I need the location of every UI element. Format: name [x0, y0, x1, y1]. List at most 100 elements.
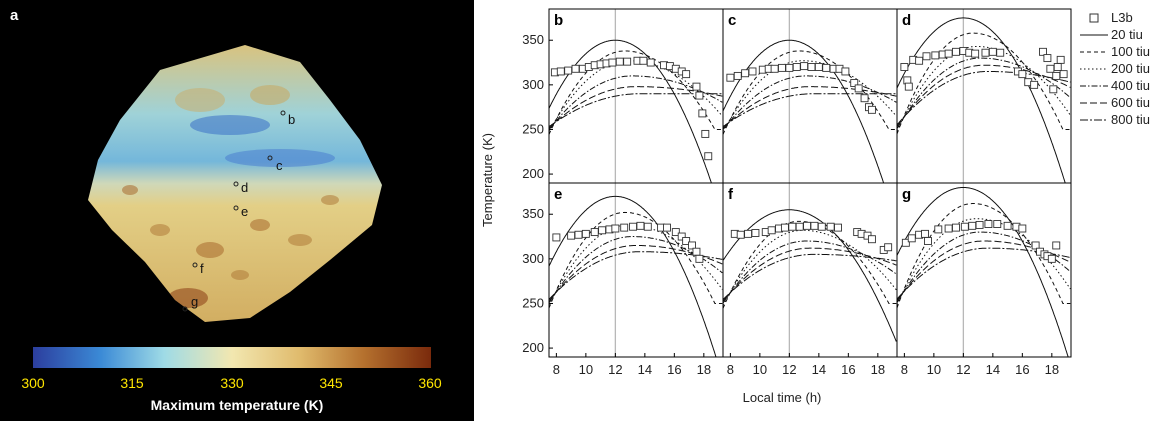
observation-point: [704, 152, 713, 161]
observation-point: [629, 222, 638, 231]
panel-label-a: a: [10, 7, 19, 24]
observation-point: [620, 223, 629, 232]
point-label-d: d: [241, 180, 248, 195]
x-tick-label: 12: [782, 362, 796, 377]
x-tick-label: 8: [553, 362, 560, 377]
colorbar-tick: 315: [120, 375, 144, 391]
observation-point: [915, 56, 924, 65]
point-label-g: g: [191, 294, 198, 309]
point-label-c: c: [276, 158, 283, 173]
model-curve-800-tiu: [723, 93, 897, 128]
temperature-curves-chart: b c d e f g 200 250 300 350 8 10 12 14 16 18 200 250 300 3…: [480, 8, 1150, 405]
colorbar-tick: 360: [418, 375, 442, 391]
observation-point: [780, 223, 789, 232]
y-tick-label: 300: [522, 77, 544, 92]
x-tick-label: 18: [697, 362, 711, 377]
observation-point: [636, 221, 645, 230]
model-curve-200-tiu: [723, 229, 897, 306]
point-marker-g: [182, 306, 188, 312]
observation-point: [1039, 47, 1047, 56]
observation-point: [646, 58, 655, 67]
observation-point: [701, 129, 710, 138]
colorbar-tick: 300: [21, 375, 45, 391]
observation-point: [770, 64, 779, 73]
observation-point: [792, 63, 801, 71]
observation-point: [884, 243, 893, 252]
observation-point: [952, 47, 960, 56]
observation-point: [567, 231, 576, 240]
observation-point: [1052, 71, 1061, 80]
observation-point: [867, 105, 876, 114]
observation-point: [931, 51, 940, 60]
observation-point: [922, 52, 931, 61]
colorbar-label: Maximum temperature (K): [151, 397, 324, 413]
legend-entry: 20 tiu: [1080, 27, 1143, 42]
point-marker-b: [280, 110, 286, 116]
observation-point: [841, 67, 850, 76]
observation-point: [924, 237, 932, 245]
legend-label: 200 tiu: [1111, 61, 1150, 76]
observation-point: [993, 220, 1002, 228]
observation-point: [834, 223, 842, 232]
observation-point: [623, 57, 632, 66]
observation-point: [581, 229, 590, 238]
observation-point: [901, 238, 910, 247]
model-curve-800-tiu: [897, 71, 1071, 126]
observation-point: [788, 222, 797, 231]
observation-point: [611, 224, 620, 233]
observation-point: [1030, 80, 1039, 89]
observation-point: [1052, 241, 1061, 250]
observation-point: [564, 66, 573, 75]
observation-point: [854, 84, 863, 93]
x-tick-label: 8: [901, 362, 908, 377]
point-marker-c: [267, 155, 273, 161]
chart-legend: L3b 20 tiu 100 tiu 200 tiu 400 tiu 600 tiu 800…: [1080, 10, 1150, 127]
observation-point: [803, 221, 812, 230]
y-tick-label: 250: [522, 121, 544, 136]
model-curve-800-tiu: [723, 253, 897, 300]
y-axis-label: Temperature (K): [480, 133, 495, 227]
legend-entry: 200 tiu: [1080, 61, 1150, 76]
legend-marker: [1089, 13, 1099, 23]
observation-point: [767, 226, 776, 235]
observation-point: [695, 254, 704, 263]
observation-point: [574, 230, 583, 239]
observation-point: [904, 82, 913, 91]
x-tick-label: 18: [871, 362, 885, 377]
panel-b: b: [548, 8, 724, 184]
x-tick-label: 16: [667, 362, 681, 377]
temperature-map-panel: a b c d: [0, 0, 474, 421]
model-curve-100-tiu: [897, 32, 1071, 135]
asteroid-map-svg: a b c d: [10, 7, 442, 413]
observation-point: [944, 224, 953, 233]
x-tick-label: 10: [753, 362, 767, 377]
panel-g: g: [896, 182, 1072, 358]
observation-point: [860, 94, 869, 103]
panel-label-b: b: [554, 12, 563, 29]
observation-point: [1018, 70, 1027, 79]
x-tick-label: 16: [1015, 362, 1029, 377]
panel-label-d: d: [902, 12, 911, 29]
observation-point: [556, 67, 565, 76]
observation-point: [1056, 55, 1065, 64]
observation-point: [726, 73, 735, 82]
observation-point: [744, 229, 753, 238]
point-markers: b c d e f g: [182, 110, 295, 312]
model-curve-400-tiu: [549, 236, 723, 304]
observation-point: [795, 222, 804, 231]
observation-point: [1031, 241, 1040, 250]
observation-point: [688, 241, 696, 250]
colorbar-tick: 330: [220, 375, 244, 391]
observation-point: [695, 91, 704, 100]
colorbar-ticks: 300 315 330 345 360: [21, 375, 442, 391]
model-curve-600-tiu: [723, 86, 897, 129]
point-marker-e: [233, 205, 239, 211]
x-tick-label: 14: [812, 362, 826, 377]
model-curve-400-tiu: [723, 240, 897, 304]
legend-entry: 100 tiu: [1080, 44, 1150, 59]
observation-point: [952, 223, 960, 232]
legend-label: 600 tiu: [1111, 95, 1150, 110]
model-curve-600-tiu: [897, 64, 1071, 127]
observation-point: [822, 63, 831, 72]
y-tick-label: 350: [522, 206, 544, 221]
